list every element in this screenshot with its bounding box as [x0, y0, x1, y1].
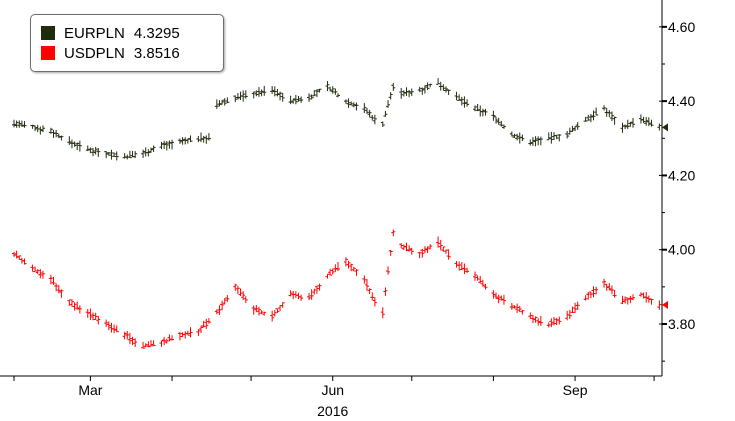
- legend-swatch-eurpln: [41, 26, 55, 40]
- y-tick-label: 4.00: [668, 242, 695, 258]
- series-eurpln: [12, 78, 668, 161]
- series-layer: [12, 78, 668, 349]
- legend-label-usdpln: USDPLN: [64, 44, 125, 62]
- legend-value-usdpln: 3.8516: [133, 44, 180, 62]
- y-tick-label: 4.40: [668, 93, 695, 109]
- legend-label-eurpln: EURPLN: [64, 24, 125, 42]
- legend-value-eurpln: 4.3295: [133, 24, 180, 42]
- legend-swatch-usdpln: [41, 46, 55, 60]
- x-axis-title: 2016: [317, 403, 348, 419]
- legend: EURPLN 4.3295 USDPLN 3.8516: [30, 14, 224, 72]
- axes: 4.60 4.40 4.20 4.00 3.80 Mar Jun Sep: [0, 0, 695, 398]
- y-tick-label: 3.80: [668, 316, 695, 332]
- y-tick-label: 4.20: [668, 167, 695, 183]
- y-tick-label: 4.60: [668, 19, 695, 35]
- last-price-marker-eurpln: [662, 123, 668, 132]
- x-tick-label: Mar: [78, 382, 102, 398]
- series-usdpln: [12, 229, 668, 349]
- x-tick-label: Jun: [321, 382, 344, 398]
- legend-item-usdpln: USDPLN 3.8516: [41, 43, 223, 63]
- legend-item-eurpln: EURPLN 4.3295: [41, 23, 223, 43]
- x-tick-label: Sep: [563, 382, 588, 398]
- last-price-marker-usdpln: [662, 300, 668, 309]
